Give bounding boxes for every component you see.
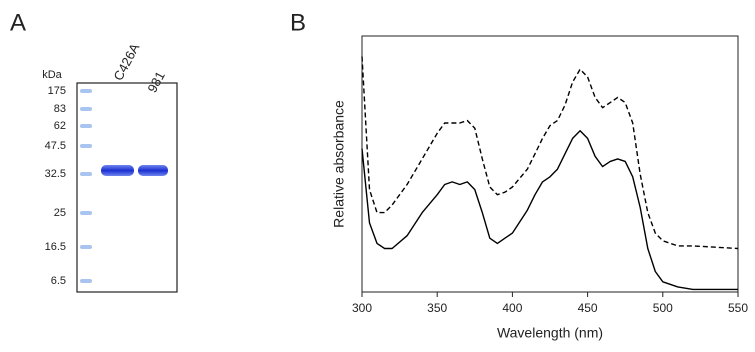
marker-label: 175 [48,85,66,97]
ladder-band [80,172,92,176]
marker-label: 6.5 [51,275,66,287]
x-tick-label: 400 [502,301,522,315]
ladder-band [80,211,92,215]
x-tick-label: 350 [427,301,447,315]
unit-label: kDa [42,69,62,81]
panel-label: A [10,9,26,36]
ladder-band [80,107,92,111]
lane-label: C426A [110,41,142,83]
y-axis-label: Relative absorbance [331,100,347,228]
ladder-band [80,124,92,128]
x-tick-label: 500 [653,301,673,315]
x-axis-label: Wavelength (nm) [497,325,603,341]
gel-band [101,165,134,176]
ladder-band [80,89,92,93]
x-tick-label: 450 [578,301,598,315]
x-tick-label: 300 [352,301,372,315]
ladder-band [80,245,92,249]
spectrum-line [362,131,738,290]
gel [77,83,177,292]
gel-band [138,165,168,176]
marker-label: 47.5 [45,140,66,152]
spectrum-line [362,57,738,249]
figure: A kDa C426A 981 B Relative absorbance Wa… [0,0,755,352]
marker-label: 62 [54,120,66,132]
ladder-band [80,279,92,283]
marker-label: 16.5 [45,241,66,253]
panel-label: B [290,9,306,36]
marker-label: 32.5 [45,168,66,180]
x-tick-label: 550 [728,301,748,315]
marker-label: 25 [54,207,66,219]
marker-label: 83 [54,103,66,115]
ladder-band [80,144,92,148]
